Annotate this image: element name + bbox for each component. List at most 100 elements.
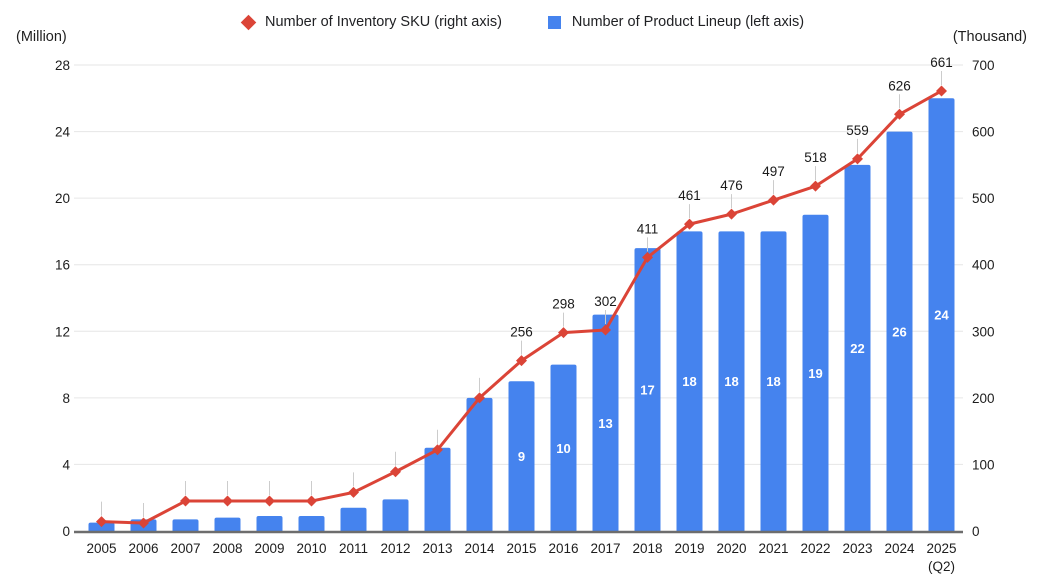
- right-axis-tick-label: 300: [972, 324, 995, 339]
- bar: [844, 164, 871, 531]
- x-axis-label: 2023: [842, 541, 872, 556]
- legend-item-product-lineup: Number of Product Lineup (left axis): [547, 14, 804, 30]
- bar: [592, 314, 619, 531]
- sku-value-label: 661: [930, 55, 953, 70]
- sku-point-diamond: [936, 85, 947, 97]
- bar: [214, 517, 241, 531]
- bar: [382, 499, 409, 531]
- right-axis-tick-label: 400: [972, 258, 995, 273]
- x-axis-label: 2013: [422, 541, 452, 556]
- right-axis-unit-label: (Thousand): [952, 29, 1027, 45]
- x-axis-label: 2008: [212, 541, 242, 556]
- right-axis-tick-label: 700: [972, 58, 995, 73]
- sku-value-label: 302: [594, 294, 617, 309]
- left-axis-tick-label: 4: [62, 457, 70, 472]
- bar-value-label: 18: [682, 374, 696, 389]
- x-axis-label: 2017: [590, 541, 620, 556]
- x-axis-label: 2007: [170, 541, 200, 556]
- legend-item-inventory-sku: Number of Inventory SKU (right axis): [240, 14, 502, 30]
- right-axis-tick-label: 500: [972, 191, 995, 206]
- sku-point-diamond: [390, 466, 401, 478]
- legend: Number of Inventory SKU (right axis) Num…: [240, 14, 804, 30]
- sku-value-label: 497: [762, 164, 785, 179]
- sku-point-diamond: [894, 108, 905, 120]
- x-axis-label: 2019: [674, 541, 704, 556]
- bar: [676, 231, 703, 531]
- sku-value-label: 559: [846, 123, 869, 138]
- bar: [634, 248, 661, 532]
- bar-value-label: 18: [724, 374, 738, 389]
- sku-value-label: 256: [510, 325, 533, 340]
- left-axis-tick-label: 16: [55, 258, 70, 273]
- right-axis-tick-label: 100: [972, 457, 995, 472]
- bar-value-label: 26: [892, 324, 906, 339]
- x-axis-label: 2011: [339, 541, 368, 556]
- sku-point-diamond: [684, 218, 695, 230]
- bar: [508, 381, 535, 531]
- bar-value-label: 13: [598, 416, 612, 431]
- sku-point-diamond: [432, 444, 443, 456]
- bar: [298, 516, 325, 531]
- sku-point-diamond: [264, 495, 275, 507]
- sku-point-diamond: [726, 208, 737, 220]
- bar: [928, 98, 955, 532]
- bar: [340, 507, 367, 531]
- sku-point-diamond: [96, 516, 107, 528]
- sku-value-label: 411: [637, 221, 659, 236]
- sku-value-label: 298: [552, 297, 575, 312]
- sku-point-diamond: [348, 486, 359, 498]
- sku-value-label: 518: [804, 150, 827, 165]
- bar: [760, 231, 787, 531]
- x-axis-label: 2015: [506, 541, 536, 556]
- left-axis-tick-label: 12: [55, 324, 70, 339]
- sku-value-label: 476: [720, 178, 743, 193]
- bar: [466, 397, 493, 531]
- x-axis-label: 2010: [296, 541, 326, 556]
- sku-point-diamond: [222, 495, 233, 507]
- right-axis-tick-label: 600: [972, 125, 995, 140]
- sku-point-diamond: [474, 392, 485, 404]
- sku-point-diamond: [642, 251, 653, 263]
- left-axis-tick-label: 28: [55, 58, 70, 73]
- x-axis-label: 2024: [884, 541, 915, 556]
- left-axis-tick-label: 8: [62, 391, 70, 406]
- x-axis-label: 2021: [758, 541, 788, 556]
- x-axis-label: 2005: [86, 541, 116, 556]
- x-axis-label: 2012: [380, 541, 410, 556]
- bar-value-label: 17: [640, 383, 654, 398]
- sku-point-diamond: [600, 324, 611, 336]
- square-marker-icon: [547, 15, 561, 29]
- x-axis-sublabel: (Q2): [928, 559, 955, 574]
- right-axis-tick-label: 200: [972, 391, 995, 406]
- x-axis-label: 2018: [632, 541, 662, 556]
- sku-point-diamond: [768, 194, 779, 206]
- x-axis-label: 2025: [926, 541, 956, 556]
- left-axis-tick-label: 20: [55, 191, 70, 206]
- x-axis-label: 2022: [800, 541, 830, 556]
- x-axis-label: 2020: [716, 541, 746, 556]
- sku-point-diamond: [558, 327, 569, 339]
- bar-value-label: 18: [766, 374, 780, 389]
- sku-point-diamond: [516, 355, 527, 367]
- legend-label-inventory-sku: Number of Inventory SKU (right axis): [265, 14, 502, 30]
- bar-value-label: 9: [518, 449, 525, 464]
- x-axis-label: 2009: [254, 541, 284, 556]
- x-axis-label: 2016: [548, 541, 578, 556]
- sku-point-diamond: [306, 495, 317, 507]
- bar-value-label: 10: [556, 441, 570, 456]
- left-axis-unit-label: (Million): [16, 29, 67, 45]
- left-axis-tick-label: 0: [62, 524, 70, 539]
- sku-point-diamond: [810, 180, 821, 192]
- bar: [886, 131, 913, 532]
- right-axis-tick-label: 0: [972, 524, 980, 539]
- bar: [424, 447, 451, 531]
- bar-value-label: 22: [850, 341, 864, 356]
- bar: [172, 519, 199, 531]
- left-axis-tick-label: 24: [55, 125, 71, 140]
- sku-point-diamond: [180, 495, 191, 507]
- bar: [550, 364, 577, 531]
- bar: [718, 231, 745, 531]
- bar: [802, 214, 829, 532]
